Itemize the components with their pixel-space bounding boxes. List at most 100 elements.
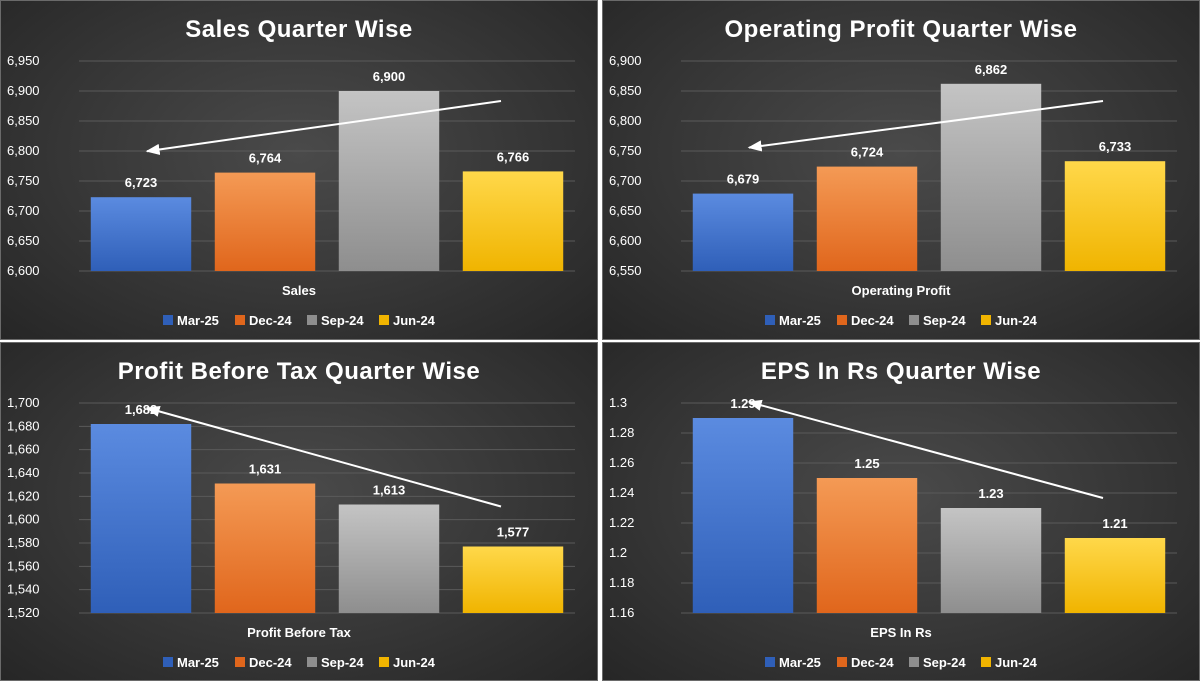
bar-jun-24 [462,171,564,271]
y-tick-label: 6,600 [7,263,40,278]
legend-item-sep-24: Sep-24 [307,655,364,670]
bar-dec-24 [214,172,316,271]
y-tick-label: 1.16 [609,605,634,620]
legend-label: Mar-25 [177,313,219,328]
y-tick-label: 6,600 [609,233,642,248]
data-label: 6,679 [727,172,760,187]
legend-item-sep-24: Sep-24 [307,313,364,328]
trend-arrow [145,405,502,508]
data-label: 6,724 [851,145,884,160]
bar-sep-24 [940,508,1042,613]
y-tick-label: 6,750 [7,173,40,188]
y-tick-label: 1.18 [609,575,634,590]
legend-item-sep-24: Sep-24 [909,655,966,670]
x-axis-label: Sales [282,283,316,298]
trend-arrow [747,100,1104,152]
y-tick-label: 1,580 [7,535,40,550]
legend-item-dec-24: Dec-24 [235,313,292,328]
chart-title: Operating Profit Quarter Wise [724,16,1077,43]
y-tick-label: 1,600 [7,512,40,527]
data-label: 1,577 [497,525,530,540]
legend-label: Mar-25 [779,313,821,328]
y-tick-label: 6,850 [609,83,642,98]
y-tick-label: 6,800 [609,113,642,128]
y-tick-label: 6,950 [7,53,40,68]
y-tick-label: 1,660 [7,442,40,457]
data-label: 6,764 [249,151,282,166]
legend-label: Dec-24 [851,313,894,328]
legend-label: Sep-24 [923,313,966,328]
y-tick-label: 6,800 [7,143,40,158]
bar-dec-24 [816,478,918,613]
bar-jun-24 [1064,538,1166,613]
y-tick-label: 1.3 [609,395,627,410]
legend-swatch [765,315,775,325]
legend-item-jun-24: Jun-24 [379,313,436,328]
y-tick-label: 6,700 [609,173,642,188]
legend-label: Jun-24 [393,655,436,670]
y-tick-label: 1,520 [7,605,40,620]
y-tick-label: 6,900 [7,83,40,98]
chart-svg: Sales Quarter Wise 6,600 6,650 6,700 6,750 6,… [7,16,575,328]
chart-svg: Operating Profit Quarter Wise 6,550 6,600 6… [609,16,1177,328]
legend-label: Sep-24 [321,313,364,328]
legend-item-dec-24: Dec-24 [837,655,894,670]
y-tick-label: 6,750 [609,143,642,158]
legend-item-jun-24: Jun-24 [981,313,1038,328]
bar-sep-24 [338,504,440,613]
y-tick-label: 6,550 [609,263,642,278]
y-tick-label: 1.24 [609,485,634,500]
data-label: 1,631 [249,462,282,477]
y-tick-label: 6,650 [609,203,642,218]
legend-swatch [909,657,919,667]
legend-label: Dec-24 [249,655,292,670]
y-tick-label: 1,680 [7,418,40,433]
legend-item-mar-25: Mar-25 [765,655,821,670]
legend-item-dec-24: Dec-24 [235,655,292,670]
data-label: 6,862 [975,62,1008,77]
y-tick-label: 1.22 [609,515,634,530]
data-label: 6,900 [373,69,406,84]
y-tick-label: 1,560 [7,558,40,573]
legend-swatch [837,315,847,325]
legend-swatch [981,315,991,325]
operating-profit-chart-panel: Operating Profit Quarter Wise 6,550 6,600 6… [602,0,1200,340]
bar-dec-24 [214,483,316,613]
legend-swatch [307,657,317,667]
y-tick-label: 1,640 [7,465,40,480]
legend-item-mar-25: Mar-25 [163,655,219,670]
data-label: 6,766 [497,149,530,164]
chart-title: Sales Quarter Wise [185,16,413,43]
legend-label: Mar-25 [779,655,821,670]
trend-arrow [747,399,1104,499]
y-tick-label: 6,650 [7,233,40,248]
y-tick-label: 1.28 [609,425,634,440]
bar-sep-24 [338,91,440,271]
legend-swatch [837,657,847,667]
legend-label: Jun-24 [393,313,436,328]
data-label: 1.25 [854,456,879,471]
legend-label: Dec-24 [249,313,292,328]
legend-label: Jun-24 [995,655,1038,670]
profit-before-tax-chart-panel: Profit Before Tax Quarter Wise 1,520 1,540… [0,342,598,681]
bar-mar-25 [90,197,192,271]
bar-mar-25 [692,418,794,613]
data-label: 1,613 [373,483,406,498]
y-tick-label: 1.26 [609,455,634,470]
legend-swatch [379,315,389,325]
y-tick-label: 1,700 [7,395,40,410]
eps-chart-panel: EPS In Rs Quarter Wise 1.16 1.18 1.2 1.22 1.2… [602,342,1200,681]
bar-mar-25 [692,193,794,271]
legend-item-jun-24: Jun-24 [981,655,1038,670]
bar-mar-25 [90,424,192,613]
data-label: 1.21 [1102,516,1127,531]
chart-title: Profit Before Tax Quarter Wise [118,358,480,385]
x-axis-label: EPS In Rs [870,625,931,640]
legend-swatch [235,315,245,325]
bar-dec-24 [816,166,918,271]
legend-swatch [765,657,775,667]
legend-label: Dec-24 [851,655,894,670]
legend-swatch [909,315,919,325]
bar-jun-24 [1064,161,1166,271]
x-axis-label: Profit Before Tax [247,625,352,640]
